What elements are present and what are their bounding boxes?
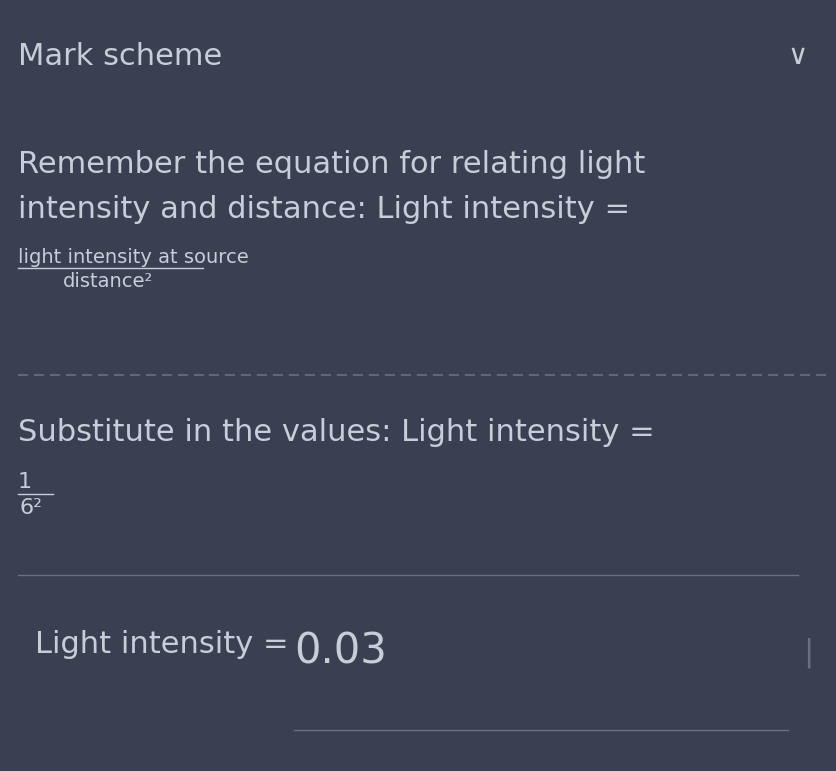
Text: 0.03: 0.03 [294, 630, 387, 672]
Text: Substitute in the values: Light intensity =: Substitute in the values: Light intensit… [18, 418, 654, 447]
Text: intensity and distance: Light intensity =: intensity and distance: Light intensity … [18, 195, 630, 224]
Text: 6²: 6² [20, 498, 43, 518]
Text: Mark scheme: Mark scheme [18, 42, 222, 71]
Text: distance²: distance² [63, 272, 153, 291]
Text: light intensity at source: light intensity at source [18, 248, 248, 267]
Text: |: | [802, 638, 812, 668]
Text: 1: 1 [18, 472, 32, 492]
Text: Light intensity =: Light intensity = [35, 630, 298, 659]
Text: ∨: ∨ [787, 42, 807, 70]
Text: Remember the equation for relating light: Remember the equation for relating light [18, 150, 645, 179]
